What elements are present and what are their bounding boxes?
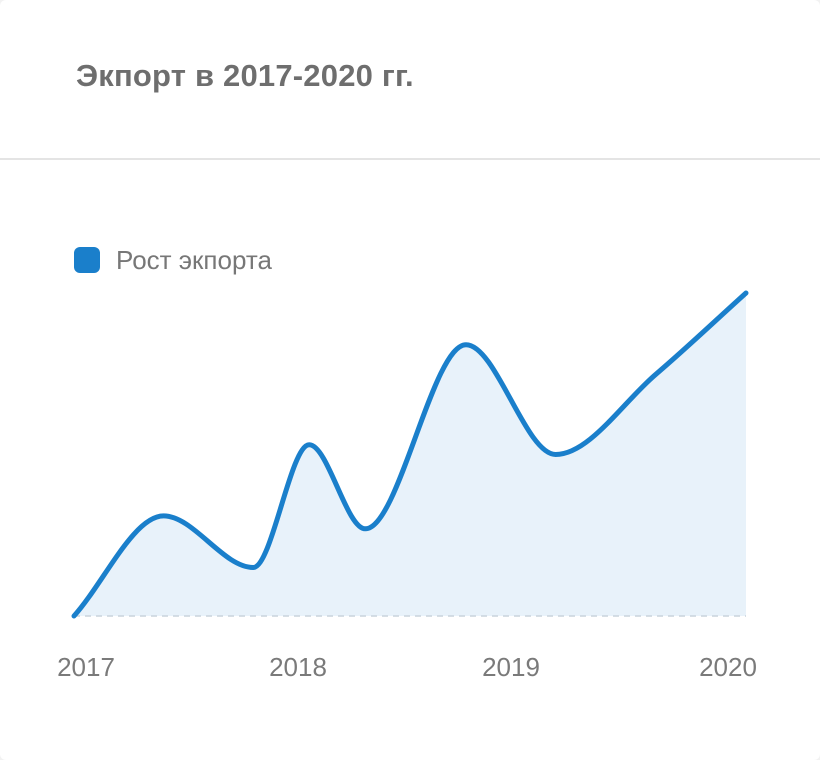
x-tick-label: 2019 (482, 652, 540, 682)
series-line (71, 290, 749, 619)
header-divider (0, 158, 820, 160)
legend-swatch (74, 247, 100, 273)
legend: Рост экпорта (74, 244, 272, 276)
x-axis-ticks: 2017 2018 2019 2020 (57, 652, 757, 682)
card-header: Экпорт в 2017-2020 гг. (0, 0, 820, 158)
x-tick-label: 2017 (57, 652, 115, 682)
legend-label: Рост экпорта (116, 244, 272, 275)
x-tick-label: 2018 (269, 652, 327, 682)
chart-title: Экпорт в 2017-2020 гг. (76, 58, 414, 93)
x-tick-label: 2020 (699, 652, 757, 682)
